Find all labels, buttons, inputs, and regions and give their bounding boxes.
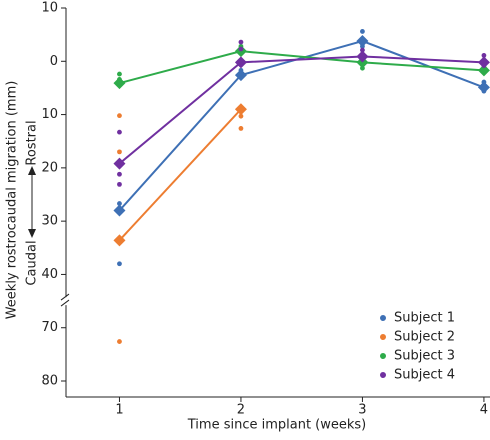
annotation: Rostral (25, 120, 40, 165)
x-tick-label: 4 (480, 403, 488, 418)
legend-swatch (380, 353, 386, 359)
x-tick-label: 1 (115, 403, 123, 418)
data-point (117, 71, 122, 77)
mean-marker (477, 81, 490, 94)
data-point (117, 339, 122, 344)
legend-label: Subject 2 (394, 330, 455, 345)
mean-marker (113, 204, 126, 217)
data-point (238, 126, 244, 131)
legend-label: Subject 1 (394, 311, 455, 326)
data-point (117, 201, 122, 206)
data-point (238, 113, 244, 119)
direction-arrow (28, 166, 36, 238)
data-point (360, 29, 365, 34)
mean-marker (234, 103, 247, 116)
data-point (481, 53, 487, 58)
y-tick-label: 10 (41, 1, 58, 16)
annotation: Caudal (25, 240, 40, 285)
mean-marker (477, 64, 490, 77)
y-tick-label: 20 (41, 160, 58, 175)
mean-marker (234, 56, 247, 69)
y-tick-label: 0 (50, 54, 58, 69)
legend-swatch (380, 372, 386, 378)
y-tick-label: 80 (41, 374, 58, 389)
series-line (118, 55, 484, 165)
data-point (117, 171, 122, 177)
axis-break (60, 299, 70, 307)
data-point (117, 129, 122, 135)
y-tick-label: 10 (41, 107, 58, 122)
x-axis-label: Time since implant (weeks) (187, 418, 367, 433)
y-axis-label: Weekly rostrocaudal migration (mm) (5, 81, 20, 320)
mean-marker (234, 69, 247, 82)
series-line (119, 50, 484, 85)
legend: Subject 1 Subject 2 Subject 3 Subject 4 (380, 311, 455, 383)
mean-marker (356, 35, 369, 48)
data-point (117, 113, 122, 119)
data-point (117, 149, 122, 155)
data-point (238, 39, 244, 45)
legend-swatch (380, 334, 386, 340)
y-tick-label: 40 (41, 267, 58, 282)
y-tick-label: 30 (41, 214, 58, 229)
series-line (118, 39, 485, 212)
data-point (117, 181, 122, 187)
y-tick-label: 70 (41, 320, 58, 335)
legend-label: Subject 4 (394, 368, 455, 383)
mean-marker (113, 77, 126, 90)
mean-marker (477, 56, 490, 69)
data-point (238, 46, 244, 52)
series-line (118, 108, 242, 242)
legend-swatch (380, 315, 386, 321)
axis-break (60, 293, 70, 301)
data-point (117, 261, 122, 267)
data-point (360, 47, 365, 53)
mean-marker (113, 234, 126, 247)
mean-marker (356, 50, 369, 63)
x-tick-label: 2 (237, 403, 245, 418)
x-tick-label: 3 (358, 403, 366, 418)
legend-label: Subject 3 (394, 349, 455, 364)
mean-marker (113, 157, 126, 170)
